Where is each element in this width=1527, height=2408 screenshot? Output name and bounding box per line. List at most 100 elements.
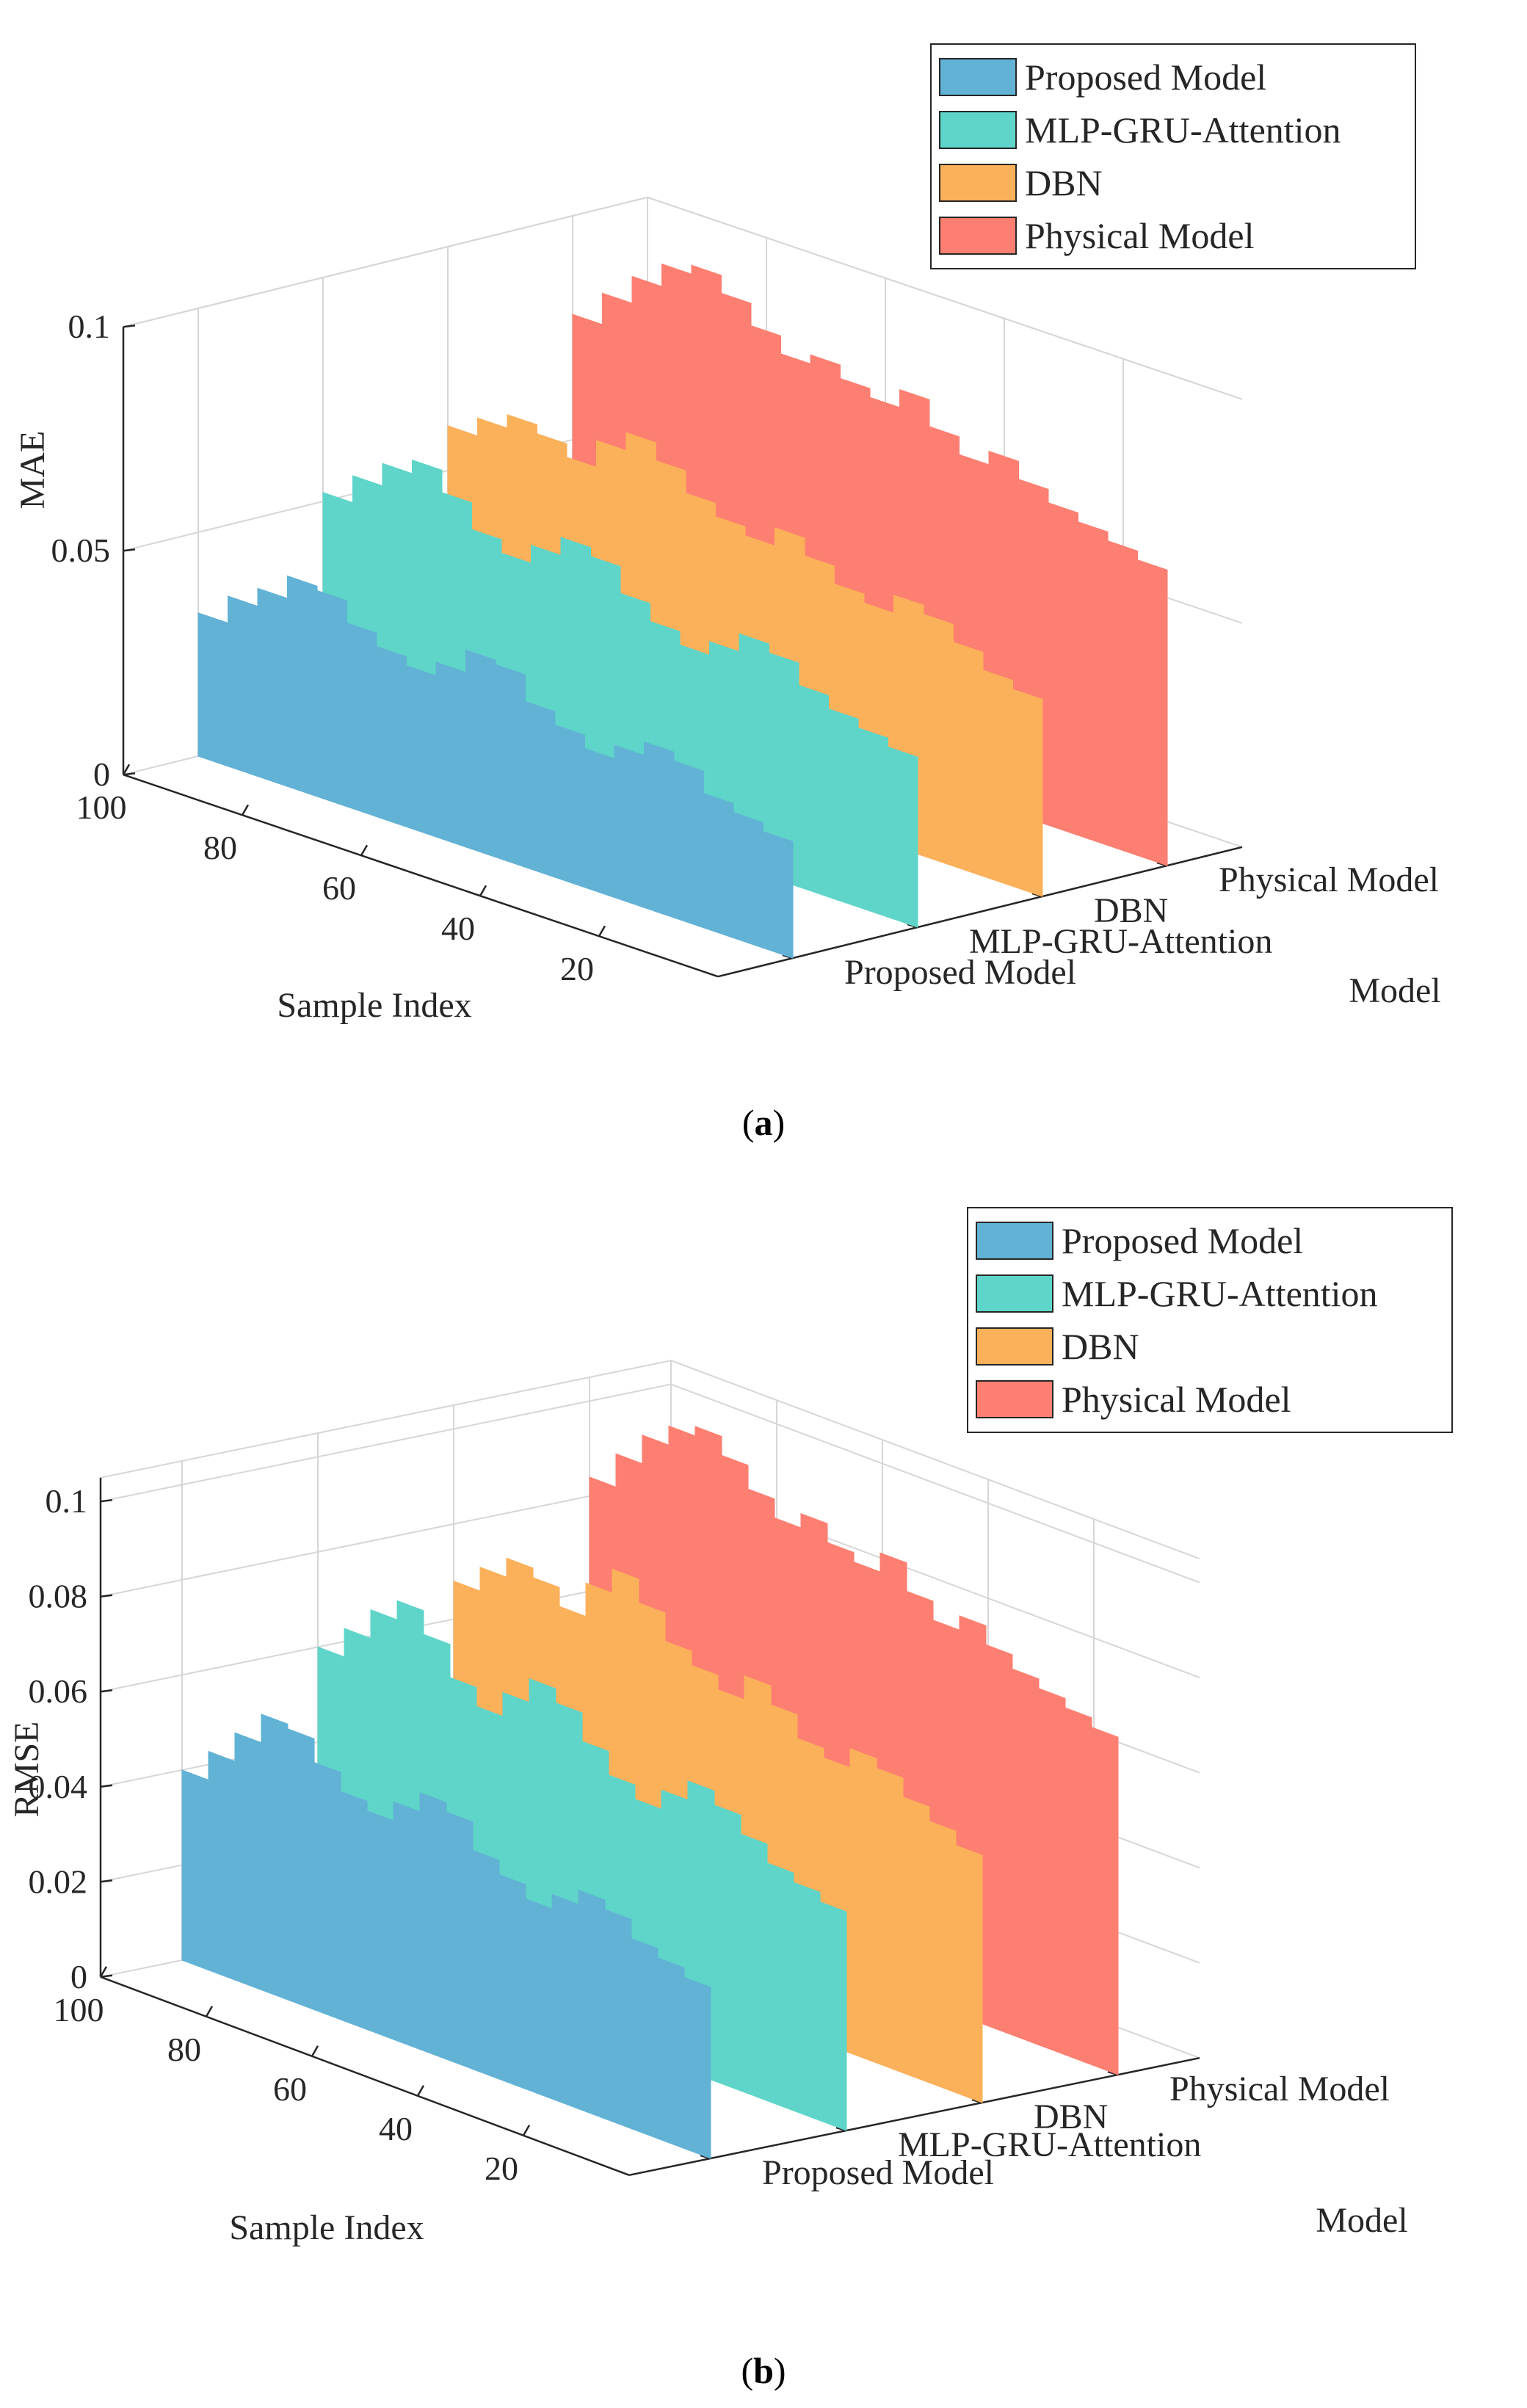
legend-label: DBN	[1025, 162, 1103, 203]
panel-label-b: (b)	[741, 2350, 786, 2391]
step-bar	[406, 665, 437, 838]
x-axis-line	[100, 1976, 630, 2176]
step-bar	[366, 1810, 394, 2040]
legend-swatch	[976, 1222, 1053, 1260]
y-tick-label: Physical Model	[1169, 2070, 1390, 2108]
legend-swatch	[939, 58, 1017, 96]
legend-label: MLP-GRU-Attention	[1025, 109, 1341, 150]
z-tick	[100, 1879, 113, 1883]
x-tick-label: 100	[76, 788, 127, 826]
step-bar	[287, 1728, 315, 2011]
step-bar	[578, 1889, 606, 2119]
x-axis-label: Sample Index	[229, 2208, 424, 2247]
y-tick-label: Proposed Model	[844, 953, 1076, 992]
step-bar	[766, 1862, 794, 2111]
waterfall-chart-rmse: 0 0.02 0.04 0.06 0.08 0.1 100 80 60 40 20 Proposed …	[7, 1207, 1453, 2247]
figure-b: 0 0.02 0.04 0.06 0.08 0.1 100 80 60 40 20 Proposed …	[0, 1175, 1527, 2408]
grid-line-z	[123, 196, 1243, 400]
y-tick-label: Proposed Model	[762, 2153, 994, 2192]
z-tick-label: 0.05	[51, 532, 111, 569]
legend-label: MLP-GRU-Attention	[1062, 1273, 1378, 1314]
step-bar	[525, 700, 556, 878]
x-tick	[522, 2125, 531, 2136]
step-bar	[393, 1801, 421, 2050]
x-tick-label: 20	[560, 950, 594, 987]
step-bar	[340, 1791, 368, 2031]
legend-swatch	[939, 217, 1017, 255]
step-bar	[614, 744, 645, 908]
z-tick	[100, 1689, 113, 1693]
z-tick-label: 0.1	[68, 308, 111, 345]
x-tick-label: 60	[322, 869, 356, 907]
step-bar	[1038, 1688, 1066, 2056]
panel-label-a: (a)	[741, 1102, 786, 1143]
step-bar	[703, 793, 734, 939]
step-bar	[208, 1750, 236, 1981]
step-bar	[551, 1893, 579, 2110]
x-tick	[99, 1966, 108, 1978]
figure-a: 0 0.05 0.1 100 80 60 40 20 Proposed Model MLP-GRU…	[0, 0, 1527, 1175]
x-axis-label: Sample Index	[277, 986, 471, 1025]
y-tick-label: Physical Model	[1219, 860, 1439, 899]
z-tick	[100, 1498, 113, 1503]
x-tick	[205, 2006, 214, 2017]
x-tick-label: 40	[379, 2110, 413, 2147]
y-tick-label: MLP-GRU-Attention	[898, 2125, 1201, 2164]
step-bar	[683, 1976, 711, 2159]
step-bar	[257, 587, 288, 787]
legend: Proposed Model MLP-GRU-Attention DBN Physic…	[967, 1207, 1453, 1433]
step-bar	[923, 613, 954, 867]
x-tick	[598, 925, 606, 937]
step-bar	[419, 1792, 447, 2060]
step-bar	[584, 747, 615, 899]
step-bar	[287, 575, 318, 797]
x-tick	[122, 764, 131, 775]
x-tick	[479, 885, 487, 896]
x-tick-label: 100	[54, 1991, 104, 2028]
z-axis-label: MAE	[13, 431, 52, 509]
step-bar	[1012, 689, 1043, 897]
step-bar	[763, 831, 794, 959]
series-group	[181, 1425, 1119, 2159]
x-tick-label: 40	[441, 910, 475, 947]
step-bar	[714, 1805, 741, 2092]
step-bar	[261, 1713, 289, 2001]
step-bar	[955, 1844, 983, 2103]
step-bar	[740, 1833, 768, 2102]
step-bar	[604, 1909, 632, 2130]
legend-swatch	[939, 111, 1017, 149]
z-axis-label: RMSE	[7, 1722, 46, 1818]
step-bar	[498, 1874, 526, 2090]
legend-swatch	[976, 1380, 1053, 1418]
step-bar	[554, 724, 585, 888]
y-tick-label: DBN	[1094, 891, 1168, 930]
z-tick-label: 0.06	[29, 1672, 88, 1710]
step-bar	[819, 1901, 847, 2131]
step-bar	[525, 1898, 553, 2100]
z-tick-label: 0.08	[29, 1578, 88, 1615]
step-bar	[631, 1937, 659, 2139]
step-bar	[446, 1811, 474, 2070]
x-tick	[416, 2085, 425, 2097]
step-bar	[228, 595, 258, 777]
legend-label: DBN	[1062, 1326, 1139, 1367]
legend-label: Physical Model	[1025, 215, 1254, 256]
step-bar	[657, 1957, 685, 2150]
step-bar	[376, 646, 407, 827]
step-bar	[793, 1882, 821, 2122]
step-bar	[1107, 540, 1138, 856]
legend: Proposed Model MLP-GRU-Attention DBN Physic…	[930, 43, 1416, 269]
step-bar	[1091, 1726, 1119, 2075]
step-bar	[465, 649, 496, 858]
step-bar	[313, 1761, 341, 2020]
y-tick-label: MLP-GRU-Attention	[969, 922, 1272, 961]
step-bar	[929, 1821, 957, 2094]
x-tick-label: 80	[203, 829, 237, 866]
step-bar	[849, 1748, 877, 2064]
step-bar	[857, 727, 888, 918]
z-tick	[100, 1974, 113, 1979]
step-bar	[888, 746, 918, 928]
step-bar	[197, 612, 228, 767]
z-tick-label: 0.02	[29, 1863, 88, 1900]
